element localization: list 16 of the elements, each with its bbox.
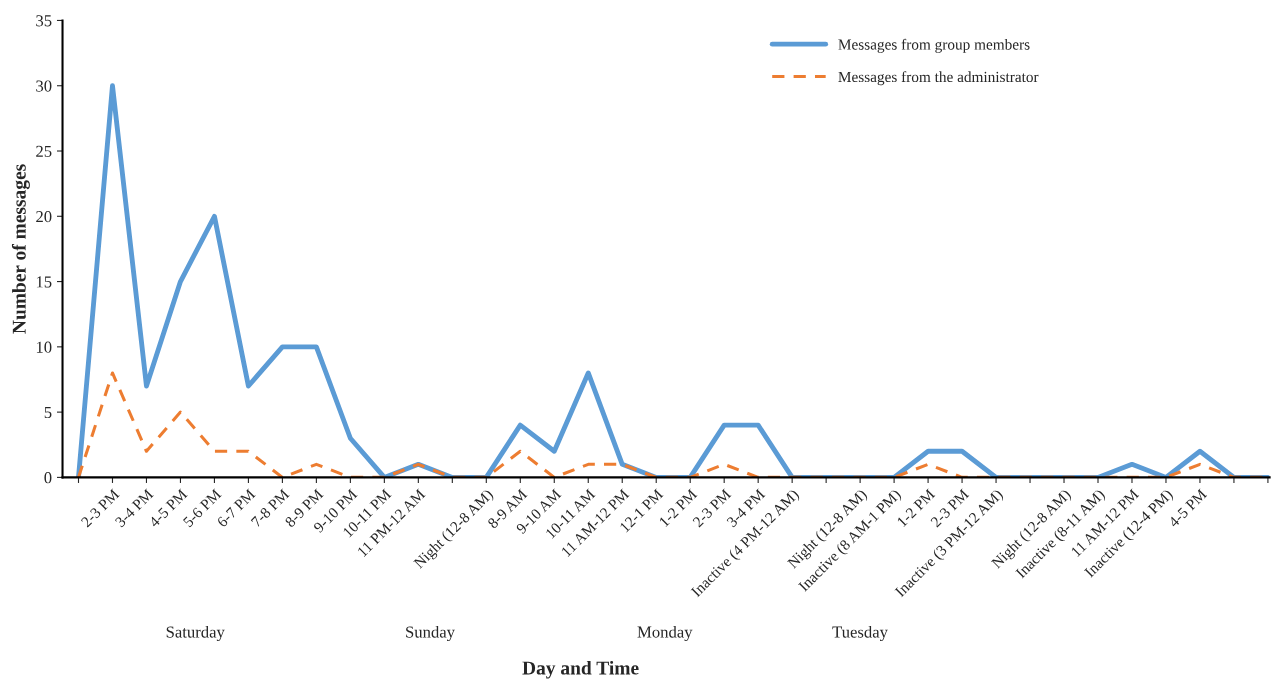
text: Sunday: [406, 625, 455, 642]
y-tick-label: 0: [44, 472, 52, 484]
y-tick-label: 20: [36, 210, 52, 223]
y-tick-label: 5: [44, 406, 52, 419]
y-tick-label: 25: [36, 145, 52, 157]
legend-label: Messages from group members: [838, 38, 1030, 53]
y-axis-title: Number of messages: [11, 164, 30, 334]
text: Saturday: [166, 625, 225, 642]
y-tick-label: 10: [36, 341, 52, 353]
y-tick-label: 35: [36, 15, 52, 27]
x-axis-title: Day and Time: [522, 660, 639, 679]
text: Monday: [637, 625, 693, 642]
y-tick-label: 30: [36, 80, 52, 92]
text: Tuesday: [832, 625, 888, 642]
y-tick-label: 15: [36, 276, 52, 288]
legend-label: Messages from the administrator: [838, 71, 1039, 86]
